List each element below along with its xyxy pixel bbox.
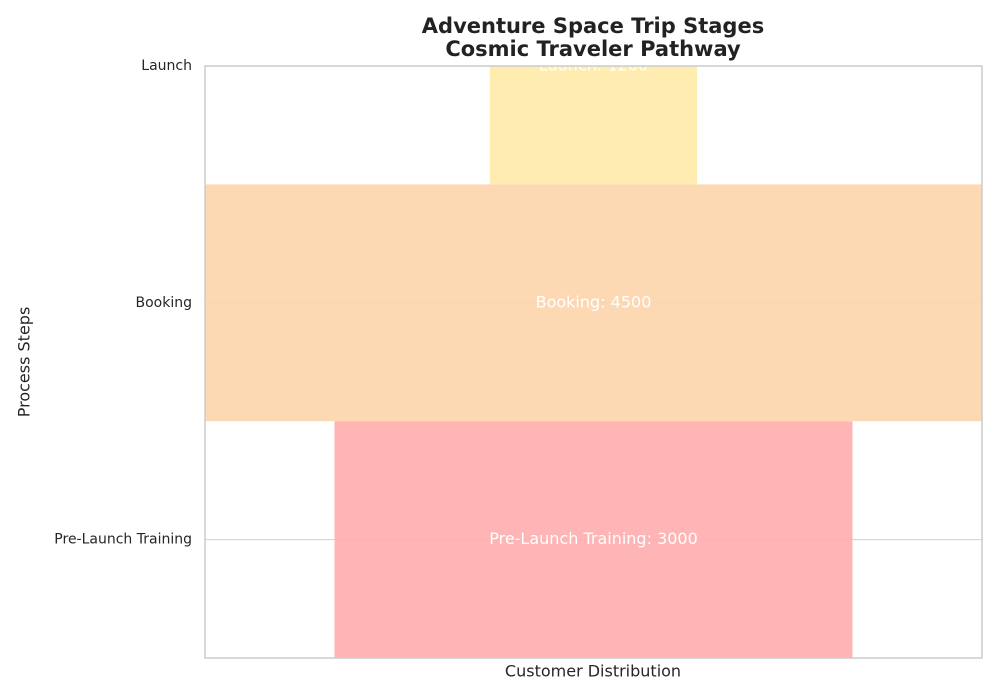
y-tick-label: Launch bbox=[141, 58, 192, 74]
bar-label: Booking: 4500 bbox=[536, 292, 652, 311]
y-axis-title: Process Steps bbox=[15, 307, 34, 418]
y-tick-label: Pre-Launch Training bbox=[54, 532, 192, 548]
funnel-bar bbox=[205, 184, 982, 422]
y-tick-label: Booking bbox=[136, 295, 193, 311]
bar-label: Launch: 1200 bbox=[539, 56, 648, 75]
x-axis-title: Customer Distribution bbox=[505, 662, 681, 681]
plot-frame bbox=[204, 65, 983, 659]
bar-label: Pre-Launch Training: 3000 bbox=[489, 529, 698, 548]
chart-subtitle: Cosmic Traveler Pathway bbox=[445, 37, 741, 61]
chart-title: Adventure Space Trip Stages bbox=[422, 14, 764, 38]
funnel-bar bbox=[489, 66, 698, 185]
funnel-bar bbox=[334, 421, 853, 658]
